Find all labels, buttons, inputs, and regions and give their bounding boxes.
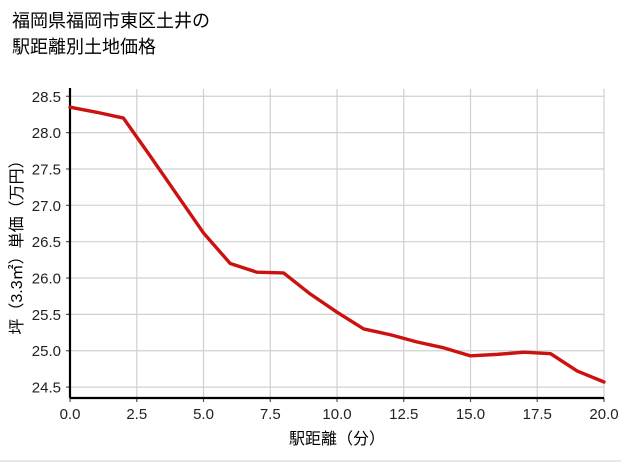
y-axis-label: 坪（3.3㎡）単価（万円） <box>8 152 26 334</box>
x-tick-label: 12.5 <box>389 406 418 423</box>
x-tick-label: 15.0 <box>456 406 485 423</box>
x-tick-label: 20.0 <box>589 406 618 423</box>
x-tick-label: 7.5 <box>260 406 281 423</box>
x-tick-label: 2.5 <box>126 406 147 423</box>
x-tick-label: 5.0 <box>193 406 214 423</box>
y-tick-labels-group: 24.5 25.0 25.5 26.0 26.5 27.0 27.5 28.0 28.5 <box>32 89 61 397</box>
x-tick-labels-group: 0.0 2.5 5.0 7.5 10.0 12.5 15.0 17.5 20.0 <box>60 406 619 423</box>
y-tick-label: 27.0 <box>32 198 61 215</box>
y-tick-label: 25.0 <box>32 343 61 360</box>
y-tick-label: 28.0 <box>32 125 61 142</box>
y-tick-label: 26.5 <box>32 234 61 251</box>
y-tick-label: 24.5 <box>32 380 61 397</box>
x-axis-label: 駅距離（分） <box>289 430 385 448</box>
y-tick-label: 26.0 <box>32 271 61 288</box>
y-tick-label: 28.5 <box>32 89 61 106</box>
x-tick-label: 17.5 <box>523 406 552 423</box>
price-line-series <box>68 105 606 384</box>
x-tick-label: 0.0 <box>60 406 81 423</box>
x-tick-label: 10.0 <box>322 406 351 423</box>
y-gridlines-group <box>70 95 604 388</box>
y-tick-label: 25.5 <box>32 307 61 324</box>
y-tick-label: 27.5 <box>32 161 61 178</box>
chart-title: 福岡県福岡市東区土井の 駅距離別土地価格 <box>12 11 210 57</box>
